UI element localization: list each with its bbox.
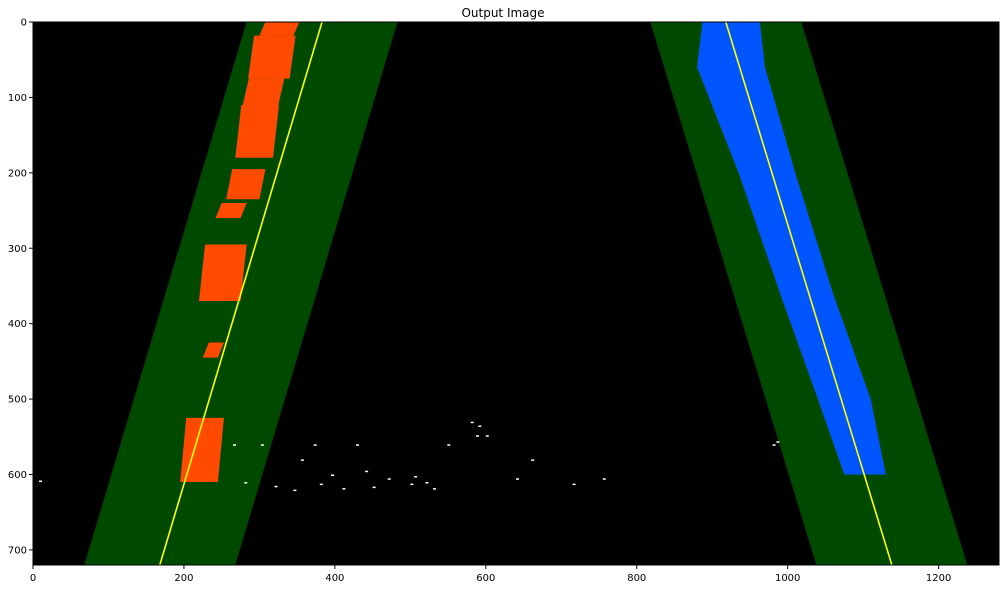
left-lane-pixel-cluster: [226, 169, 266, 200]
left-lane-pixel-cluster: [215, 203, 247, 219]
lane-pixels: [180, 22, 886, 482]
x-tick-label: 400: [325, 573, 344, 584]
y-tick-label: 300: [8, 244, 27, 255]
left-lane-pixel-cluster: [248, 35, 296, 79]
noise-speck: [772, 444, 776, 446]
noise-speck: [356, 444, 359, 446]
figure-title: Output Image: [461, 6, 544, 20]
noise-pixels: [39, 421, 780, 492]
x-tick-label: 1000: [775, 573, 800, 584]
noise-speck: [331, 474, 335, 476]
noise-speck: [478, 425, 482, 427]
noise-speck: [300, 459, 304, 461]
noise-speck: [602, 478, 606, 480]
x-tick-label: 600: [476, 573, 495, 584]
axes-frame: [32, 21, 1000, 566]
noise-speck: [531, 459, 535, 461]
y-tick-label: 400: [8, 319, 27, 330]
noise-speck: [470, 421, 474, 424]
y-tick-label: 0: [21, 18, 27, 29]
y-tick-label: 700: [8, 545, 27, 556]
x-tick-label: 1200: [926, 573, 951, 584]
noise-speck: [387, 478, 391, 480]
left-lane-pixel-cluster: [259, 22, 300, 36]
noise-speck: [410, 483, 414, 486]
noise-speck: [244, 482, 248, 484]
noise-speck: [414, 476, 418, 478]
noise-speck: [776, 441, 780, 443]
left-lane-pixel-cluster: [242, 78, 285, 105]
noise-speck: [372, 486, 376, 489]
noise-speck: [516, 478, 519, 480]
noise-speck: [313, 444, 317, 446]
noise-speck: [425, 482, 429, 484]
right-lane-pixel-band: [697, 22, 886, 475]
noise-speck: [476, 435, 479, 437]
y-tick-label: 600: [8, 470, 27, 481]
noise-speck: [572, 483, 576, 486]
noise-speck: [260, 444, 264, 446]
noise-speck: [342, 488, 346, 490]
noise-speck: [447, 444, 451, 446]
y-tick-label: 500: [8, 395, 27, 406]
noise-speck: [365, 470, 369, 473]
left-lane-pixel-cluster: [199, 244, 247, 301]
x-tick-label: 0: [30, 573, 36, 584]
left-lane-pixel-cluster: [202, 342, 224, 358]
y-tick-label: 100: [8, 93, 27, 104]
left-lane-pixel-cluster: [244, 112, 267, 128]
left-lane-pixel-cluster: [235, 105, 279, 158]
noise-speck: [293, 489, 297, 492]
noise-speck: [433, 488, 436, 490]
noise-speck: [274, 485, 278, 488]
right-fit-line: [725, 21, 893, 566]
fit-lines: [159, 21, 893, 566]
left-fit-line: [159, 21, 323, 566]
noise-speck: [319, 483, 323, 486]
axis-ticks: 0 200 400 600 800 1000 1200 0 100 200 300 400 500 600…: [8, 18, 951, 585]
x-tick-label: 800: [627, 573, 646, 584]
noise-speck: [233, 444, 236, 446]
x-tick-label: 200: [174, 573, 193, 584]
noise-speck: [39, 480, 42, 482]
left-lane-pixel-cluster: [180, 417, 224, 482]
noise-speck: [485, 435, 489, 437]
y-tick-label: 200: [8, 168, 27, 179]
